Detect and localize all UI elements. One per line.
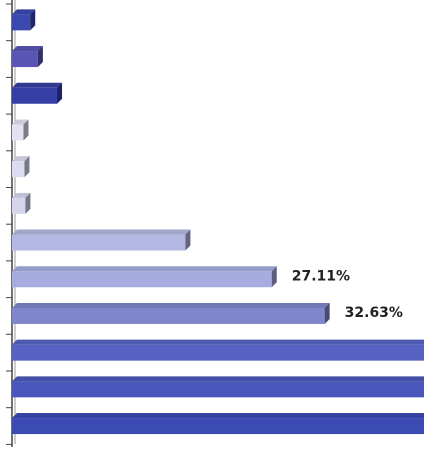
bar-front-face — [12, 344, 424, 361]
bar — [12, 266, 277, 288]
bar — [12, 229, 191, 251]
bar-end-face — [23, 119, 29, 141]
bar-front-face — [12, 124, 24, 141]
bar-front-face — [12, 418, 424, 435]
bar-front-face — [12, 234, 186, 251]
bar-top-face — [12, 266, 277, 272]
bar-top-face — [12, 302, 330, 308]
bar-front-face — [12, 51, 38, 68]
bar-front-face — [12, 87, 58, 104]
bar-front-face — [12, 381, 424, 398]
bar-top-face — [12, 229, 191, 235]
bar-end-face — [24, 156, 30, 178]
bar — [12, 302, 330, 324]
bar-front-face — [12, 271, 272, 288]
bar — [12, 192, 31, 214]
bar — [12, 413, 424, 435]
bar — [12, 376, 424, 398]
bar-end-face — [324, 302, 330, 324]
bar-top-face — [12, 156, 30, 162]
bar-end-face — [25, 192, 31, 214]
value-label: 27.11% — [292, 268, 350, 284]
bar-top-face — [12, 82, 63, 88]
bar-top-face — [12, 413, 424, 419]
bar-top-face — [12, 119, 29, 125]
bar-front-face — [12, 161, 25, 178]
bar — [12, 119, 29, 141]
value-label: 32.63% — [345, 305, 403, 321]
bar — [12, 9, 36, 31]
bar-front-face — [12, 14, 31, 31]
bar-end-face — [185, 229, 191, 251]
bar-top-face — [12, 192, 31, 198]
bar-top-face — [12, 376, 424, 382]
bar-end-face — [271, 266, 277, 288]
bar — [12, 82, 63, 104]
bar — [12, 156, 30, 178]
bar-end-face — [30, 9, 36, 31]
bar — [12, 46, 43, 68]
bar-front-face — [12, 307, 325, 324]
bar-top-face — [12, 46, 43, 52]
bar-top-face — [12, 9, 36, 15]
bar-end-face — [37, 46, 43, 68]
bar-top-face — [12, 339, 424, 345]
bar-front-face — [12, 197, 26, 214]
bar-end-face — [57, 82, 63, 104]
bar — [12, 339, 424, 361]
